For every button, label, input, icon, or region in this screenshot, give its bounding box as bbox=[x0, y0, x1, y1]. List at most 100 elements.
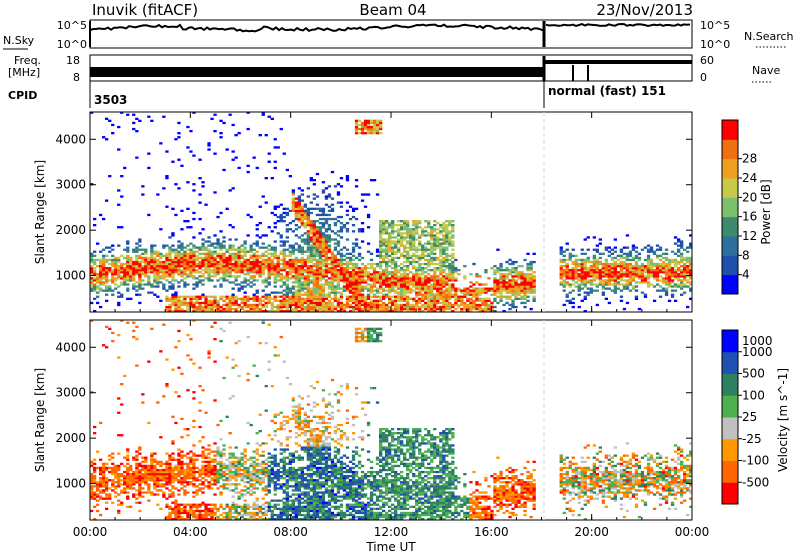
power-cell bbox=[451, 224, 455, 227]
power-cell bbox=[279, 203, 283, 206]
power-cell bbox=[586, 281, 590, 284]
power-cell bbox=[162, 187, 166, 190]
power-cell bbox=[189, 242, 193, 245]
power-cell bbox=[126, 113, 130, 116]
power-cell bbox=[412, 289, 416, 292]
power-cell bbox=[517, 277, 521, 280]
power-cell bbox=[288, 228, 292, 231]
power-cell bbox=[219, 119, 223, 122]
power-cell bbox=[315, 246, 320, 249]
power-cell bbox=[415, 250, 419, 253]
power-cell bbox=[354, 273, 359, 276]
power-cell bbox=[270, 252, 274, 255]
power-cell bbox=[309, 224, 313, 227]
power-cell bbox=[562, 285, 566, 288]
power-cell bbox=[388, 287, 392, 290]
power-cell bbox=[436, 293, 440, 296]
power-cell bbox=[577, 265, 581, 268]
power-cell bbox=[457, 287, 461, 290]
velocity-cell bbox=[126, 456, 130, 459]
power-cell bbox=[385, 256, 389, 260]
power-cell bbox=[427, 297, 431, 300]
power-cell bbox=[649, 273, 654, 276]
power-cell bbox=[270, 211, 274, 215]
power-cell bbox=[667, 271, 672, 274]
power-cell bbox=[388, 258, 392, 262]
power-cell bbox=[288, 175, 292, 178]
velocity-cell bbox=[108, 466, 112, 470]
power-cell bbox=[324, 293, 329, 296]
power-cell bbox=[451, 228, 455, 231]
power-cell bbox=[204, 301, 208, 305]
power-cell bbox=[385, 277, 389, 280]
power-cell bbox=[207, 142, 211, 145]
power-cell bbox=[379, 224, 383, 227]
velocity-cell bbox=[114, 481, 118, 484]
power-cell bbox=[445, 260, 449, 264]
power-cell bbox=[454, 287, 458, 290]
velocity-cell bbox=[156, 493, 160, 496]
power-cell bbox=[394, 283, 398, 286]
power-cell bbox=[388, 305, 392, 309]
power-cell bbox=[171, 269, 175, 272]
power-cell bbox=[195, 265, 199, 268]
power-cell bbox=[382, 250, 386, 253]
power-cell bbox=[150, 283, 154, 286]
power-cell bbox=[415, 238, 419, 241]
power-cell bbox=[108, 269, 112, 272]
velocity-cell bbox=[126, 321, 130, 324]
power-cell bbox=[204, 203, 208, 206]
power-cell bbox=[222, 265, 226, 268]
velocity-cell bbox=[96, 509, 100, 513]
power-cell bbox=[309, 177, 313, 180]
power-cell bbox=[267, 256, 271, 260]
power-cell bbox=[508, 279, 512, 282]
power-cell bbox=[689, 258, 693, 262]
velocity-cell bbox=[156, 475, 160, 478]
power-cell bbox=[643, 265, 648, 268]
power-cell bbox=[288, 273, 292, 276]
velocity-cell bbox=[117, 511, 121, 515]
power-cell bbox=[324, 265, 329, 268]
power-cell bbox=[475, 303, 479, 307]
power-cell bbox=[327, 244, 332, 247]
power-cell bbox=[237, 271, 241, 274]
velocity-cell bbox=[99, 468, 103, 472]
power-cell bbox=[394, 275, 398, 278]
power-cell bbox=[397, 297, 401, 300]
power-cell bbox=[297, 260, 301, 264]
power-cell bbox=[529, 287, 533, 290]
power-cell bbox=[502, 269, 506, 272]
power-cell bbox=[279, 269, 283, 272]
power-cell bbox=[505, 269, 509, 272]
power-cell bbox=[225, 307, 229, 311]
power-cell bbox=[496, 295, 500, 298]
power-cell bbox=[559, 265, 563, 268]
power-cell bbox=[180, 273, 184, 276]
velocity-cell bbox=[129, 481, 133, 484]
velocity-cell bbox=[153, 483, 157, 486]
power-cell bbox=[565, 299, 569, 302]
power-cell bbox=[607, 269, 611, 272]
power-cell bbox=[577, 289, 581, 292]
power-cell bbox=[357, 297, 362, 300]
velocity-cell bbox=[93, 495, 97, 498]
power-cell bbox=[207, 303, 211, 307]
velocity-cell bbox=[108, 458, 112, 461]
power-cell bbox=[150, 246, 154, 249]
power-cell bbox=[198, 275, 202, 278]
velocity-cell bbox=[132, 458, 136, 461]
power-cell bbox=[207, 299, 211, 302]
velocity-cell bbox=[102, 466, 106, 470]
velocity-cell bbox=[153, 487, 157, 490]
power-cell bbox=[366, 123, 371, 127]
power-cell bbox=[225, 305, 229, 309]
power-cell bbox=[324, 246, 329, 249]
power-cell bbox=[168, 287, 172, 290]
power-cell bbox=[385, 279, 389, 282]
power-cell bbox=[162, 283, 166, 286]
power-cell bbox=[670, 295, 675, 298]
power-cell bbox=[568, 258, 572, 262]
power-cell bbox=[415, 281, 419, 284]
power-cell bbox=[153, 285, 157, 288]
